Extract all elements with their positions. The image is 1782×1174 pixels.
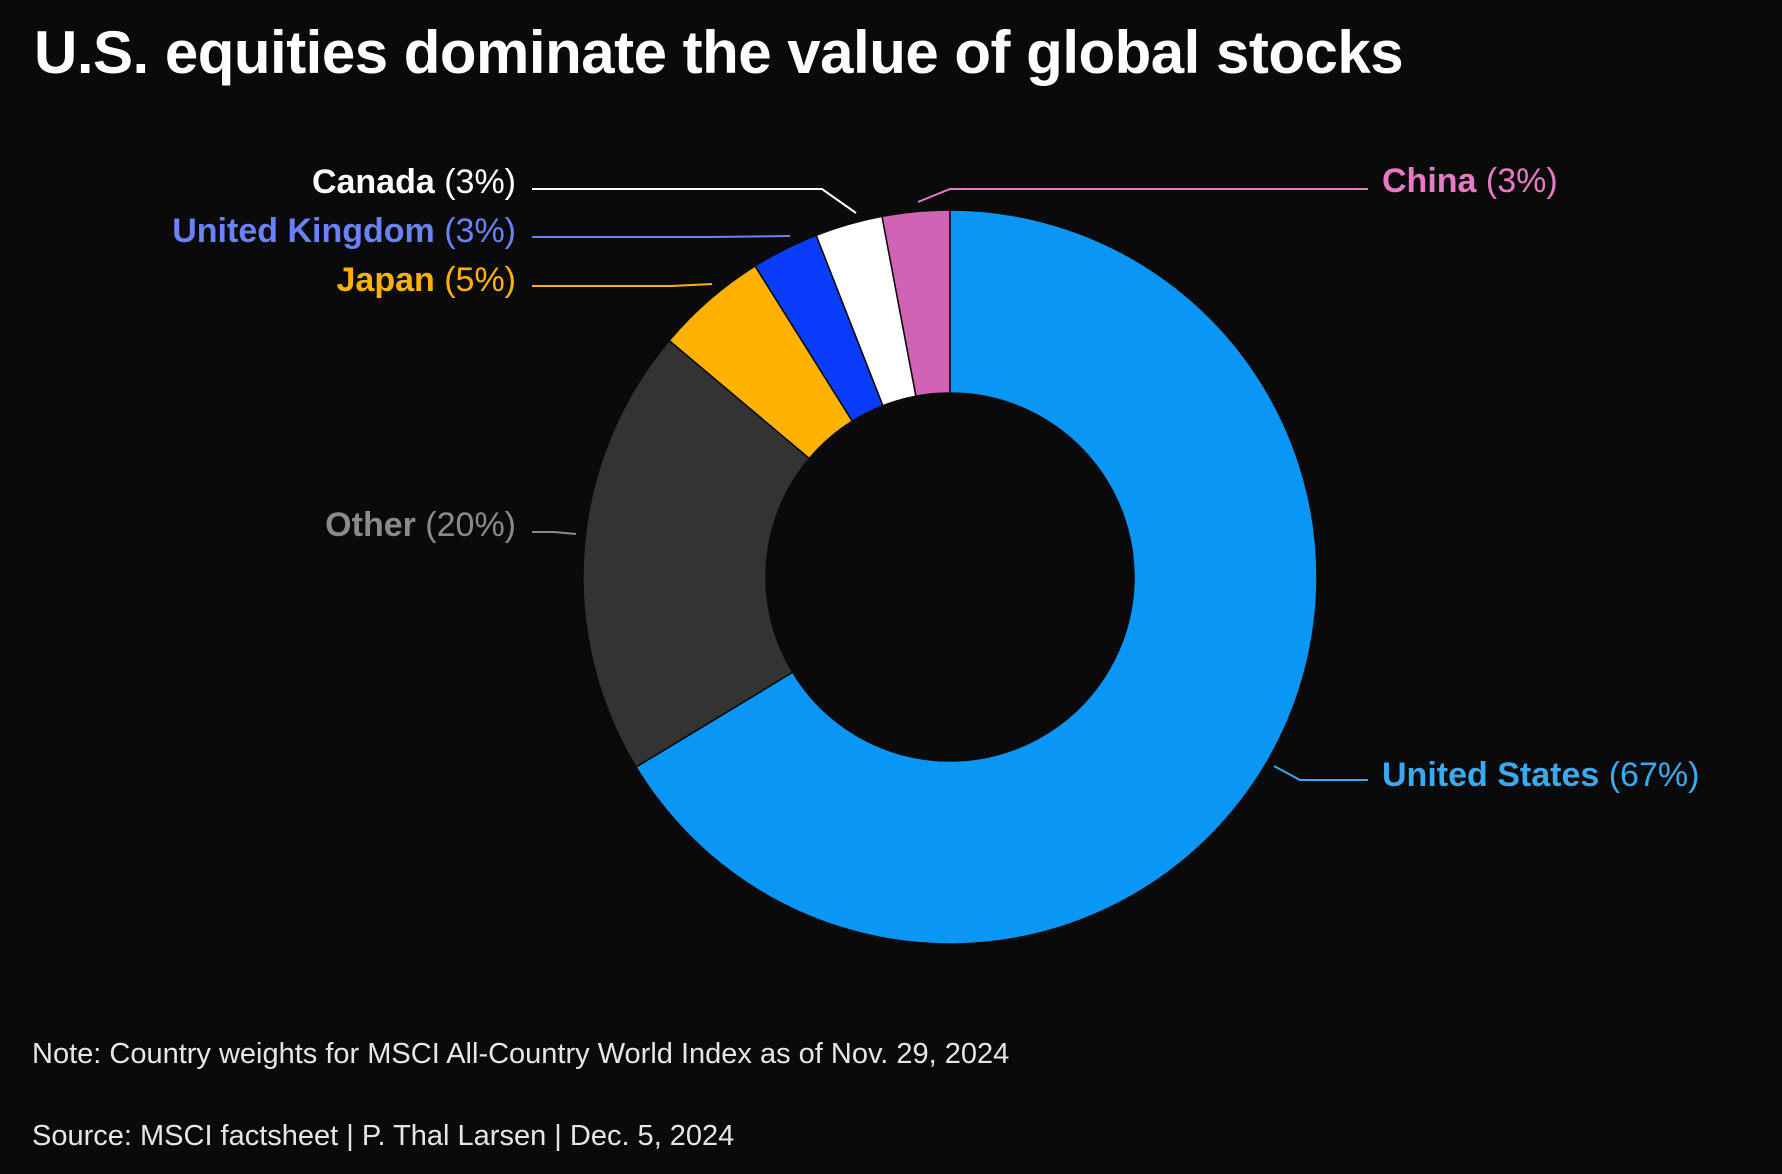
label-pct-canada: (3%)	[435, 163, 516, 201]
slice-other	[582, 339, 811, 769]
chart-note: Note: Country weights for MSCI All-Count…	[32, 1038, 1010, 1070]
label-uk: United Kingdom (3%)	[172, 212, 516, 250]
chart-source: Source: MSCI factsheet | P. Thal Larsen …	[32, 1120, 735, 1152]
label-name-other: Other	[325, 506, 416, 544]
slice-us	[635, 209, 1318, 945]
label-other: Other (20%)	[325, 506, 516, 544]
chart-title: U.S. equities dominate the value of glob…	[34, 19, 1404, 86]
label-japan: Japan (5%)	[337, 261, 517, 299]
label-name-canada: Canada	[312, 163, 436, 201]
label-pct-japan: (5%)	[435, 261, 516, 299]
label-pct-uk: (3%)	[435, 212, 516, 250]
label-pct-us: (67%)	[1599, 756, 1699, 794]
label-canada: Canada (3%)	[312, 163, 516, 201]
label-china: China (3%)	[1382, 162, 1558, 200]
label-pct-other: (20%)	[416, 506, 516, 544]
label-us: United States (67%)	[1382, 756, 1699, 794]
label-name-us: United States	[1382, 756, 1599, 794]
leader-line-us	[1273, 765, 1368, 781]
leader-line-japan	[532, 283, 713, 287]
slice-canada	[815, 215, 917, 407]
leader-line-other	[532, 531, 577, 535]
label-pct-china: (3%)	[1476, 162, 1557, 200]
label-name-japan: Japan	[337, 261, 435, 299]
donut-chart: China (3%) United States (67%) Other (20%)…	[172, 162, 1699, 945]
leader-line-canada	[532, 188, 857, 214]
leader-line-uk	[532, 235, 791, 238]
label-name-uk: United Kingdom	[172, 212, 435, 250]
label-name-china: China	[1382, 162, 1478, 200]
leader-line-china	[917, 188, 1368, 203]
